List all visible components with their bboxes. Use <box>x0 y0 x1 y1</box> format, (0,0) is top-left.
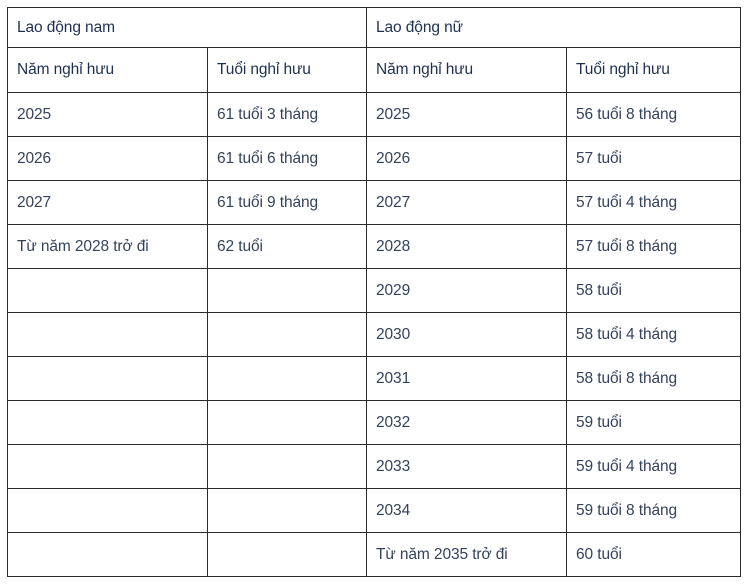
group-header-row: Lao động nam Lao động nữ <box>6 7 742 48</box>
cell-male-age <box>206 532 368 577</box>
table-row: 2027 61 tuổi 9 tháng 2027 57 tuổi 4 tháng <box>7 180 742 225</box>
cell-female-age: 56 tuổi 8 tháng <box>566 92 742 137</box>
cell-male-year: 2027 <box>7 180 208 225</box>
cell-female-age: 59 tuổi 8 tháng <box>566 488 742 533</box>
cell-male-age: 61 tuổi 6 tháng <box>206 136 368 181</box>
cell-male-age <box>206 444 368 489</box>
cell-male-age <box>206 268 368 313</box>
retirement-age-table: Lao động nam Lao động nữ Năm nghỉ hưu Tu… <box>6 7 742 577</box>
cell-female-age: 57 tuổi <box>566 136 742 181</box>
column-header-female-year: Năm nghỉ hưu <box>366 47 568 93</box>
retirement-age-table-container: Lao động nam Lao động nữ Năm nghỉ hưu Tu… <box>6 7 742 577</box>
cell-male-year <box>7 444 208 489</box>
cell-female-year: 2028 <box>366 224 568 269</box>
cell-male-year <box>7 400 208 445</box>
table-row: Từ năm 2028 trở đi 62 tuổi 2028 57 tuổi 8 t… <box>7 224 742 269</box>
cell-female-age: 58 tuổi <box>566 268 742 313</box>
cell-male-age: 62 tuổi <box>206 224 368 269</box>
table-row: 2026 61 tuổi 6 tháng 2026 57 tuổi <box>7 136 742 181</box>
cell-male-year <box>7 312 208 357</box>
cell-male-year <box>7 356 208 401</box>
cell-female-year: 2025 <box>366 92 568 137</box>
cell-female-age: 57 tuổi 8 tháng <box>566 224 742 269</box>
cell-male-age <box>206 356 368 401</box>
cell-female-year: 2026 <box>366 136 568 181</box>
cell-female-age: 59 tuổi 4 tháng <box>566 444 742 489</box>
group-header-male: Lao động nam <box>6 7 368 48</box>
cell-female-age: 58 tuổi 8 tháng <box>566 356 742 401</box>
table-row: 2033 59 tuổi 4 tháng <box>7 444 742 489</box>
cell-male-age <box>206 312 368 357</box>
table-row: 2030 58 tuổi 4 tháng <box>7 312 742 357</box>
cell-female-year: 2027 <box>366 180 568 225</box>
column-header-male-age: Tuổi nghỉ hưu <box>206 47 368 93</box>
cell-female-age: 59 tuổi <box>566 400 742 445</box>
cell-female-year: Từ năm 2035 trở đi <box>366 532 568 577</box>
table-row: Từ năm 2035 trở đi 60 tuổi <box>7 532 742 577</box>
cell-male-year: 2026 <box>7 136 208 181</box>
cell-male-year: 2025 <box>7 92 208 137</box>
cell-female-year: 2033 <box>366 444 568 489</box>
cell-female-age: 57 tuổi 4 tháng <box>566 180 742 225</box>
table-row: 2032 59 tuổi <box>7 400 742 445</box>
cell-female-year: 2029 <box>366 268 568 313</box>
cell-female-age: 60 tuổi <box>566 532 742 577</box>
column-header-male-year: Năm nghỉ hưu <box>7 47 208 93</box>
cell-male-year: Từ năm 2028 trở đi <box>7 224 208 269</box>
cell-female-year: 2034 <box>366 488 568 533</box>
column-header-female-age: Tuổi nghỉ hưu <box>566 47 742 93</box>
cell-male-age <box>206 400 368 445</box>
group-header-female: Lao động nữ <box>366 7 742 48</box>
table-row: 2034 59 tuổi 8 tháng <box>7 488 742 533</box>
cell-male-age: 61 tuổi 9 tháng <box>206 180 368 225</box>
cell-male-age: 61 tuổi 3 tháng <box>206 92 368 137</box>
table-row: 2025 61 tuổi 3 tháng 2025 56 tuổi 8 tháng <box>7 92 742 137</box>
cell-female-age: 58 tuổi 4 tháng <box>566 312 742 357</box>
cell-female-year: 2031 <box>366 356 568 401</box>
table-row: 2029 58 tuổi <box>7 268 742 313</box>
cell-female-year: 2032 <box>366 400 568 445</box>
table-row: 2031 58 tuổi 8 tháng <box>7 356 742 401</box>
cell-female-year: 2030 <box>366 312 568 357</box>
cell-male-year <box>7 268 208 313</box>
cell-male-year <box>7 532 208 577</box>
table-body: 2025 61 tuổi 3 tháng 2025 56 tuổi 8 tháng 20… <box>7 92 742 577</box>
cell-male-year <box>7 488 208 533</box>
column-header-row: Năm nghỉ hưu Tuổi nghỉ hưu Năm nghỉ hưu … <box>7 47 742 93</box>
table-head: Lao động nam Lao động nữ Năm nghỉ hưu Tu… <box>6 7 742 93</box>
cell-male-age <box>206 488 368 533</box>
